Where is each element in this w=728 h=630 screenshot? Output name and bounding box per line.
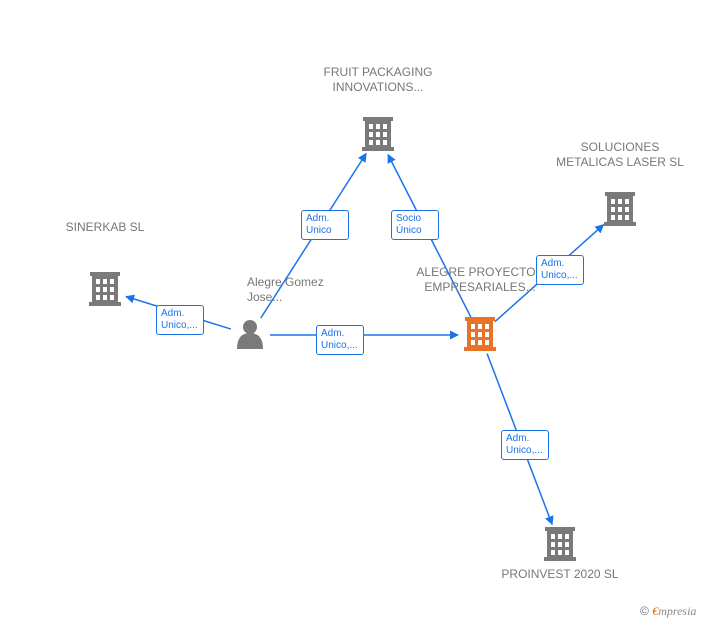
edge-label: Adm. Unico,... bbox=[536, 255, 584, 285]
edge-label: Adm. Unico,... bbox=[501, 430, 549, 460]
building-icon bbox=[544, 527, 576, 561]
person-icon bbox=[237, 320, 263, 349]
node-label: SINERKAB SL bbox=[35, 220, 175, 235]
node-label: FRUIT PACKAGING INNOVATIONS... bbox=[308, 65, 448, 95]
edge-label: Socio Único bbox=[391, 210, 439, 240]
node-label: Alegre Gomez Jose... bbox=[247, 275, 337, 305]
edge-label: Adm. Unico,... bbox=[156, 305, 204, 335]
building-icon bbox=[604, 192, 636, 226]
watermark: © €mpresia bbox=[640, 604, 696, 619]
building-icon bbox=[89, 272, 121, 306]
edge-label: Adm. Unico bbox=[301, 210, 349, 240]
node-label: SOLUCIONES METALICAS LASER SL bbox=[550, 140, 690, 170]
building-icon bbox=[362, 117, 394, 151]
node-label: PROINVEST 2020 SL bbox=[490, 567, 630, 582]
node-label: ALEGRE PROYECTOS EMPRESARIALES... bbox=[410, 265, 550, 295]
building-icon bbox=[464, 317, 496, 351]
edge-label: Adm. Unico,... bbox=[316, 325, 364, 355]
